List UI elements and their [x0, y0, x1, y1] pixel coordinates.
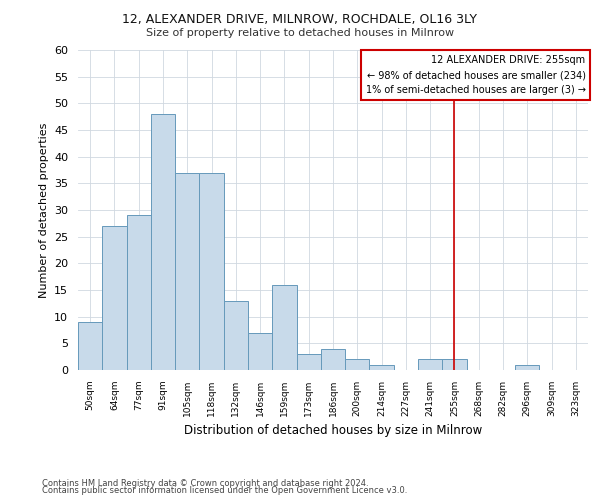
Text: 12, ALEXANDER DRIVE, MILNROW, ROCHDALE, OL16 3LY: 12, ALEXANDER DRIVE, MILNROW, ROCHDALE, …: [122, 12, 478, 26]
Bar: [345, 360, 370, 370]
Bar: [127, 216, 151, 370]
X-axis label: Distribution of detached houses by size in Milnrow: Distribution of detached houses by size …: [184, 424, 482, 438]
Bar: [199, 172, 224, 370]
Bar: [418, 360, 442, 370]
Bar: [321, 348, 345, 370]
Bar: [102, 226, 127, 370]
Bar: [224, 300, 248, 370]
Bar: [151, 114, 175, 370]
Bar: [370, 364, 394, 370]
Y-axis label: Number of detached properties: Number of detached properties: [38, 122, 49, 298]
Bar: [272, 284, 296, 370]
Bar: [296, 354, 321, 370]
Text: 12 ALEXANDER DRIVE: 255sqm
← 98% of detached houses are smaller (234)
1% of semi: 12 ALEXANDER DRIVE: 255sqm ← 98% of deta…: [365, 56, 586, 95]
Text: Size of property relative to detached houses in Milnrow: Size of property relative to detached ho…: [146, 28, 454, 38]
Text: Contains public sector information licensed under the Open Government Licence v3: Contains public sector information licen…: [42, 486, 407, 495]
Text: Contains HM Land Registry data © Crown copyright and database right 2024.: Contains HM Land Registry data © Crown c…: [42, 478, 368, 488]
Bar: [248, 332, 272, 370]
Bar: [78, 322, 102, 370]
Bar: [175, 172, 199, 370]
Bar: [442, 360, 467, 370]
Bar: [515, 364, 539, 370]
